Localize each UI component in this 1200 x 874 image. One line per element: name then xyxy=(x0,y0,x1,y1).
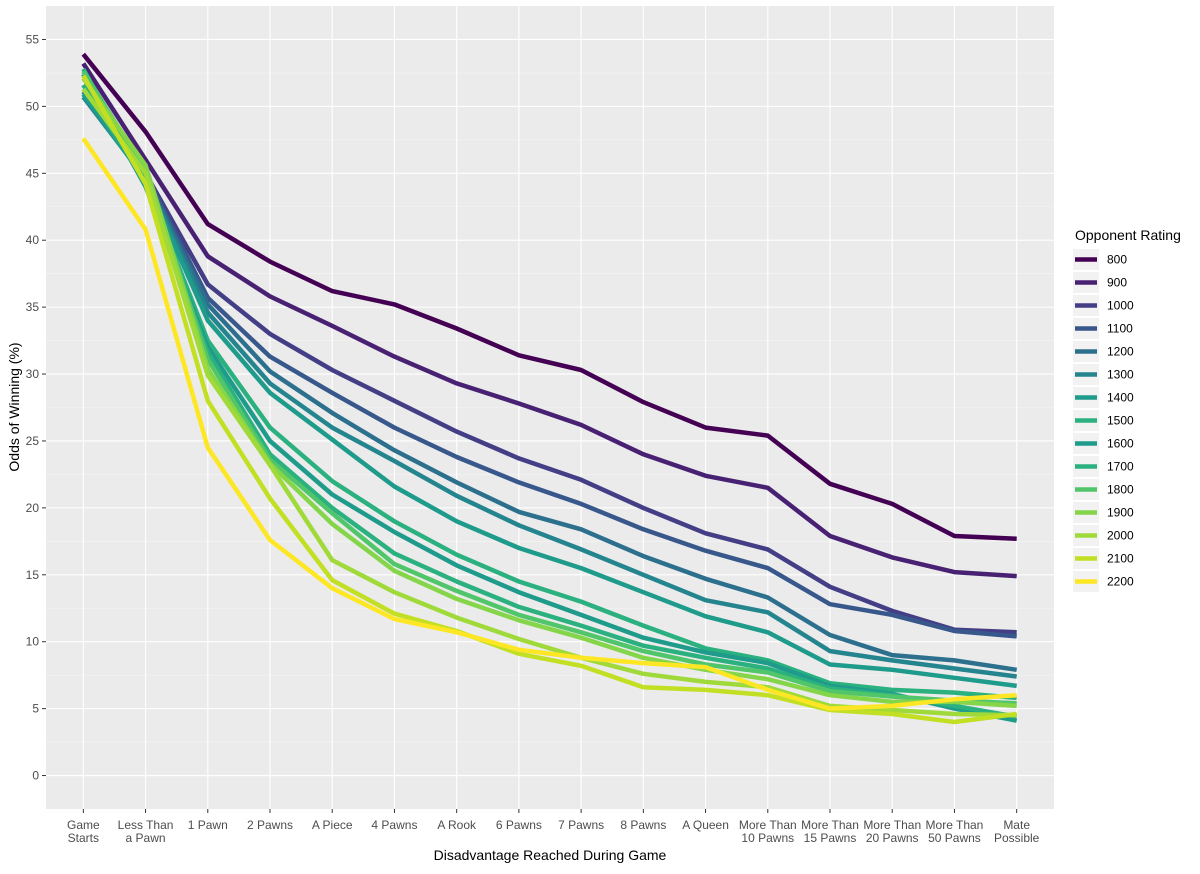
major-gridlines xyxy=(46,6,1054,809)
x-tick-label: More Than 20 Pawns xyxy=(863,818,921,845)
x-tick-label: 8 Pawns xyxy=(620,818,666,832)
x-tick-label: A Piece xyxy=(312,818,353,832)
y-tick-label: 40 xyxy=(26,233,40,247)
y-tick-label: 55 xyxy=(26,32,40,46)
x-tick-label: 6 Pawns xyxy=(496,818,542,832)
x-tick-label: More Than 10 Pawns xyxy=(739,818,797,845)
x-tick-label: Game Starts xyxy=(67,818,100,845)
legend-label-2200: 2200 xyxy=(1107,575,1134,589)
y-axis: 0 5 10 15 20 25 30 35 40 45 50 55 xyxy=(26,32,46,783)
y-tick-label: 0 xyxy=(32,769,39,783)
x-tick-label: 1 Pawn xyxy=(188,818,228,832)
x-axis: Game Starts Less Than a Pawn 1 Pawn 2 Pawns A … xyxy=(67,809,1040,845)
legend-label-1200: 1200 xyxy=(1107,345,1134,359)
x-tick-label: Less Than a Pawn xyxy=(118,818,174,845)
x-tick-label: A Queen xyxy=(682,818,729,832)
x-tick-label: More Than 15 Pawns xyxy=(801,818,859,845)
legend-label-1100: 1100 xyxy=(1107,322,1133,336)
y-tick-label: 45 xyxy=(26,166,40,180)
x-tick-label: More Than 50 Pawns xyxy=(926,818,984,845)
y-tick-label: 35 xyxy=(26,300,40,314)
legend-label-1900: 1900 xyxy=(1107,506,1134,520)
series-line-2100 xyxy=(81,74,1017,725)
legend: Opponent Rating 800 900 1000 1100 1200 1300 14… xyxy=(1073,227,1181,592)
y-tick-label: 10 xyxy=(26,635,40,649)
legend-label-1600: 1600 xyxy=(1107,437,1134,451)
legend-label-2000: 2000 xyxy=(1107,529,1134,543)
x-tick-label: A Rook xyxy=(437,818,477,832)
legend-label-1300: 1300 xyxy=(1107,368,1134,382)
legend-label-900: 900 xyxy=(1107,276,1127,290)
series-line-1100 xyxy=(81,83,1017,639)
series-line-1200 xyxy=(81,90,1018,673)
series-line-1000 xyxy=(81,73,1017,635)
x-tick-label: Mate Possible xyxy=(994,818,1040,845)
y-tick-label: 20 xyxy=(26,501,40,515)
y-tick-label: 5 xyxy=(32,702,39,716)
y-tick-label: 30 xyxy=(26,367,40,381)
legend-label-1000: 1000 xyxy=(1107,299,1134,313)
legend-label-1400: 1400 xyxy=(1107,391,1134,405)
series-line-1400 xyxy=(81,92,1017,689)
x-tick-label: 2 Pawns xyxy=(247,818,293,832)
x-tick-label: 7 Pawns xyxy=(558,818,604,832)
series-line-900 xyxy=(81,62,1017,579)
y-tick-label: 15 xyxy=(26,568,40,582)
legend-label-1800: 1800 xyxy=(1107,483,1134,497)
legend-label-1700: 1700 xyxy=(1107,460,1134,474)
y-axis-title: Odds of Winning (%) xyxy=(6,342,22,471)
series-line-2200 xyxy=(81,137,1017,711)
y-tick-label: 50 xyxy=(26,99,40,113)
legend-label-2100: 2100 xyxy=(1107,552,1134,566)
y-tick-label: 25 xyxy=(26,434,40,448)
series-line-800 xyxy=(81,52,1017,541)
minor-gridlines xyxy=(46,72,1054,743)
x-tick-label: 4 Pawns xyxy=(371,818,417,832)
series-lines xyxy=(81,52,1018,725)
legend-label-800: 800 xyxy=(1107,253,1127,267)
series-line-1800 xyxy=(81,70,1017,706)
legend-title: Opponent Rating xyxy=(1075,227,1181,243)
x-axis-title: Disadvantage Reached During Game xyxy=(434,847,667,863)
series-line-1500 xyxy=(81,83,1017,701)
legend-label-1500: 1500 xyxy=(1107,414,1134,428)
series-line-1900 xyxy=(81,76,1017,709)
series-line-1300 xyxy=(81,95,1017,679)
